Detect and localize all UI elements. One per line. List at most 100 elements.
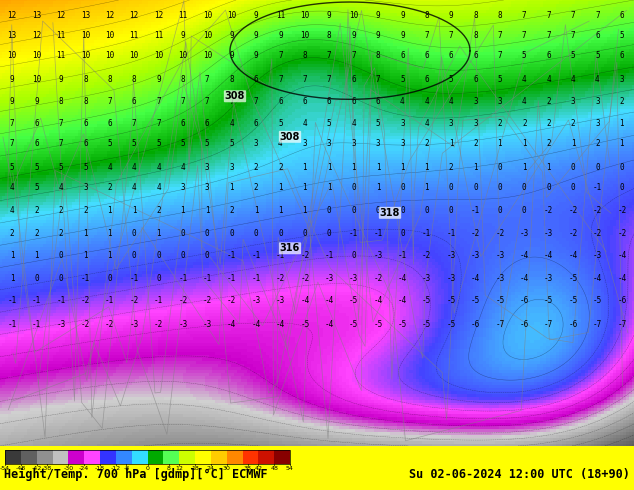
Text: 5: 5 xyxy=(83,163,87,172)
Text: 6: 6 xyxy=(400,51,404,60)
Text: 8: 8 xyxy=(302,51,307,60)
Text: 1: 1 xyxy=(522,163,527,172)
Text: 13: 13 xyxy=(32,11,41,20)
Text: 9: 9 xyxy=(230,51,234,60)
Text: 0: 0 xyxy=(619,183,624,192)
Text: 0: 0 xyxy=(473,183,478,192)
Text: 13: 13 xyxy=(8,31,17,40)
Text: 3: 3 xyxy=(400,139,404,148)
Text: -5: -5 xyxy=(569,274,578,283)
Text: 8: 8 xyxy=(473,31,478,40)
Text: 1: 1 xyxy=(522,139,527,148)
Text: -5: -5 xyxy=(422,320,431,329)
Text: 11: 11 xyxy=(56,51,65,60)
Text: 3: 3 xyxy=(181,183,185,192)
Text: 11: 11 xyxy=(56,31,65,40)
Bar xyxy=(84,450,100,464)
Text: 10: 10 xyxy=(81,51,90,60)
Text: 4: 4 xyxy=(278,139,283,148)
Text: Su 02-06-2024 12:00 UTC (18+90): Su 02-06-2024 12:00 UTC (18+90) xyxy=(409,468,630,481)
Text: 11: 11 xyxy=(154,31,163,40)
Text: -2: -2 xyxy=(227,296,236,305)
Text: 3: 3 xyxy=(571,97,575,106)
Text: -2: -2 xyxy=(569,206,578,215)
Text: 7: 7 xyxy=(254,97,258,106)
Text: -1: -1 xyxy=(32,296,41,305)
Text: -2: -2 xyxy=(617,228,626,238)
Bar xyxy=(148,450,164,464)
Text: 11: 11 xyxy=(276,11,285,20)
Bar xyxy=(242,450,258,464)
Text: 2: 2 xyxy=(107,183,112,192)
Bar xyxy=(227,450,242,464)
Text: 0: 0 xyxy=(522,206,527,215)
Text: 0: 0 xyxy=(400,183,404,192)
Text: -3: -3 xyxy=(446,274,456,283)
Text: 8: 8 xyxy=(498,11,502,20)
Text: -2: -2 xyxy=(422,251,431,260)
Text: 0: 0 xyxy=(230,228,234,238)
Text: 0: 0 xyxy=(351,251,356,260)
Text: 7: 7 xyxy=(59,139,63,148)
Text: 5: 5 xyxy=(619,31,624,40)
Text: 0: 0 xyxy=(254,228,258,238)
Text: -24: -24 xyxy=(79,466,89,471)
Text: -2: -2 xyxy=(178,296,188,305)
Text: 9: 9 xyxy=(34,97,39,106)
Text: 7: 7 xyxy=(547,31,551,40)
Text: 4: 4 xyxy=(156,163,161,172)
Text: -48: -48 xyxy=(16,466,26,471)
Text: 2: 2 xyxy=(34,228,39,238)
Text: 4: 4 xyxy=(107,163,112,172)
Text: -4: -4 xyxy=(520,251,529,260)
Text: 8: 8 xyxy=(107,74,112,84)
Text: Height/Temp. 700 hPa [gdmp][°C] ECMWF: Height/Temp. 700 hPa [gdmp][°C] ECMWF xyxy=(4,468,268,481)
Bar xyxy=(274,450,290,464)
Text: 1: 1 xyxy=(376,183,380,192)
Text: 3: 3 xyxy=(449,119,453,128)
Text: 7: 7 xyxy=(571,31,575,40)
Text: 9: 9 xyxy=(376,31,380,40)
Text: -2: -2 xyxy=(203,296,212,305)
Text: 3: 3 xyxy=(205,183,210,192)
Text: -4: -4 xyxy=(276,320,285,329)
Text: 6: 6 xyxy=(254,119,258,128)
Text: 2: 2 xyxy=(278,163,283,172)
Text: 0: 0 xyxy=(327,206,332,215)
Text: 1: 1 xyxy=(619,139,624,148)
Text: -42: -42 xyxy=(32,466,42,471)
Text: 3: 3 xyxy=(230,163,234,172)
Text: 7: 7 xyxy=(156,119,161,128)
Text: 4: 4 xyxy=(351,119,356,128)
Text: 1: 1 xyxy=(107,228,112,238)
Text: 4: 4 xyxy=(522,97,527,106)
Text: 4: 4 xyxy=(181,163,185,172)
Text: 4: 4 xyxy=(10,183,15,192)
Text: 6: 6 xyxy=(83,139,87,148)
Text: 0: 0 xyxy=(522,183,527,192)
Text: -1: -1 xyxy=(227,251,236,260)
Text: 3: 3 xyxy=(302,139,307,148)
Text: 1: 1 xyxy=(10,251,15,260)
Text: 4: 4 xyxy=(10,206,15,215)
Text: 3: 3 xyxy=(498,97,502,106)
Text: 9: 9 xyxy=(278,31,283,40)
Text: 7: 7 xyxy=(449,31,453,40)
Text: 54: 54 xyxy=(286,466,294,471)
Text: 8: 8 xyxy=(83,97,87,106)
Text: 0: 0 xyxy=(571,183,575,192)
Text: 0: 0 xyxy=(547,183,551,192)
Text: -2: -2 xyxy=(373,274,382,283)
Text: -5: -5 xyxy=(300,320,309,329)
Text: 5: 5 xyxy=(400,74,404,84)
Text: -1: -1 xyxy=(129,274,139,283)
Text: 7: 7 xyxy=(327,74,332,84)
Text: -4: -4 xyxy=(227,320,236,329)
Text: 0: 0 xyxy=(376,206,380,215)
Text: -1: -1 xyxy=(446,228,456,238)
Text: 3: 3 xyxy=(473,119,478,128)
Text: 5: 5 xyxy=(132,139,136,148)
Text: 10: 10 xyxy=(81,31,90,40)
Text: 12: 12 xyxy=(154,11,163,20)
Text: 1: 1 xyxy=(449,139,453,148)
